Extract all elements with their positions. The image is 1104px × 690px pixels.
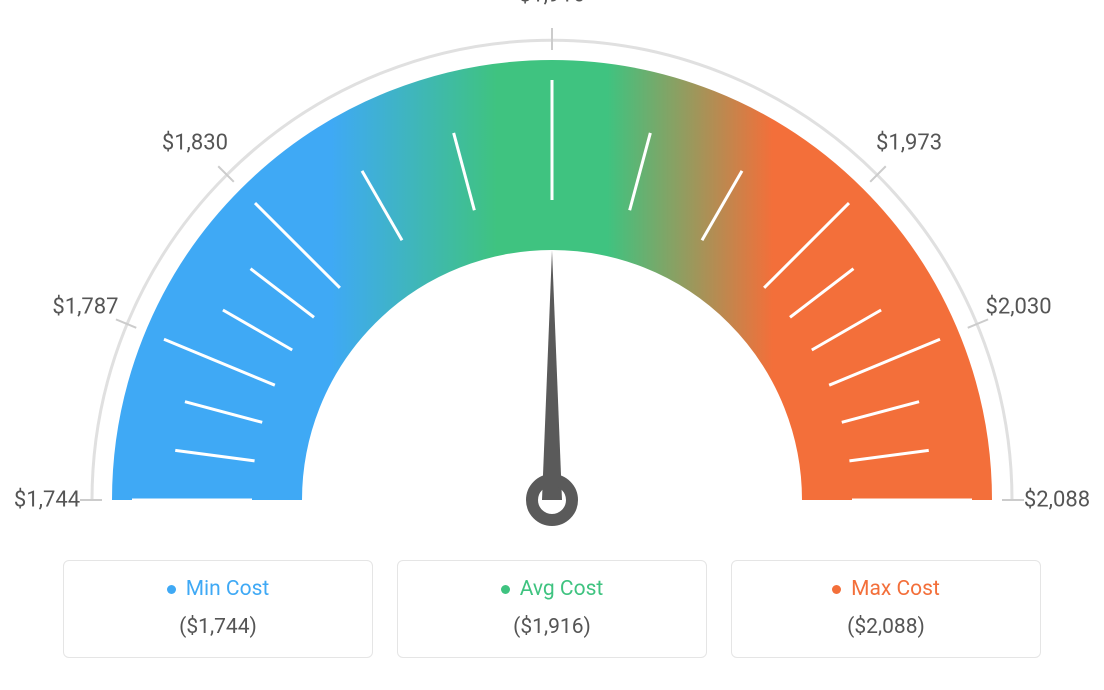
legend-card-avg: Avg Cost ($1,916): [397, 560, 707, 658]
gauge-tick-label: $1,973: [876, 130, 942, 155]
gauge-svg: [0, 0, 1104, 560]
gauge-tick-label: $1,830: [162, 130, 228, 155]
gauge-tick-label: $1,916: [519, 0, 585, 8]
legend-title-text-avg: Avg Cost: [520, 577, 604, 601]
legend-title-max: Max Cost: [832, 577, 940, 601]
legend-card-max: Max Cost ($2,088): [731, 560, 1041, 658]
legend-title-avg: Avg Cost: [501, 577, 604, 601]
legend-dot-min: [167, 585, 176, 594]
gauge-tick-label: $1,787: [52, 294, 118, 319]
legend-title-text-max: Max Cost: [851, 577, 940, 601]
cost-gauge-infographic: $1,744 $1,787 $1,830 $1,916 $1,973 $2,030 $2,0…: [0, 0, 1104, 690]
legend-value-max: ($2,088): [742, 615, 1030, 639]
legend-row: Min Cost ($1,744) Avg Cost ($1,916) Max …: [0, 560, 1104, 658]
legend-title-min: Min Cost: [167, 577, 270, 601]
gauge-chart: $1,744 $1,787 $1,830 $1,916 $1,973 $2,030 $2,0…: [0, 0, 1104, 560]
legend-value-avg: ($1,916): [408, 615, 696, 639]
legend-dot-max: [832, 585, 841, 594]
gauge-tick-label: $1,744: [14, 488, 80, 513]
legend-card-min: Min Cost ($1,744): [63, 560, 373, 658]
gauge-tick-label: $2,030: [985, 294, 1051, 319]
gauge-tick-label: $2,088: [1024, 488, 1090, 513]
legend-value-min: ($1,744): [74, 615, 362, 639]
legend-dot-avg: [501, 585, 510, 594]
legend-title-text-min: Min Cost: [186, 577, 270, 601]
